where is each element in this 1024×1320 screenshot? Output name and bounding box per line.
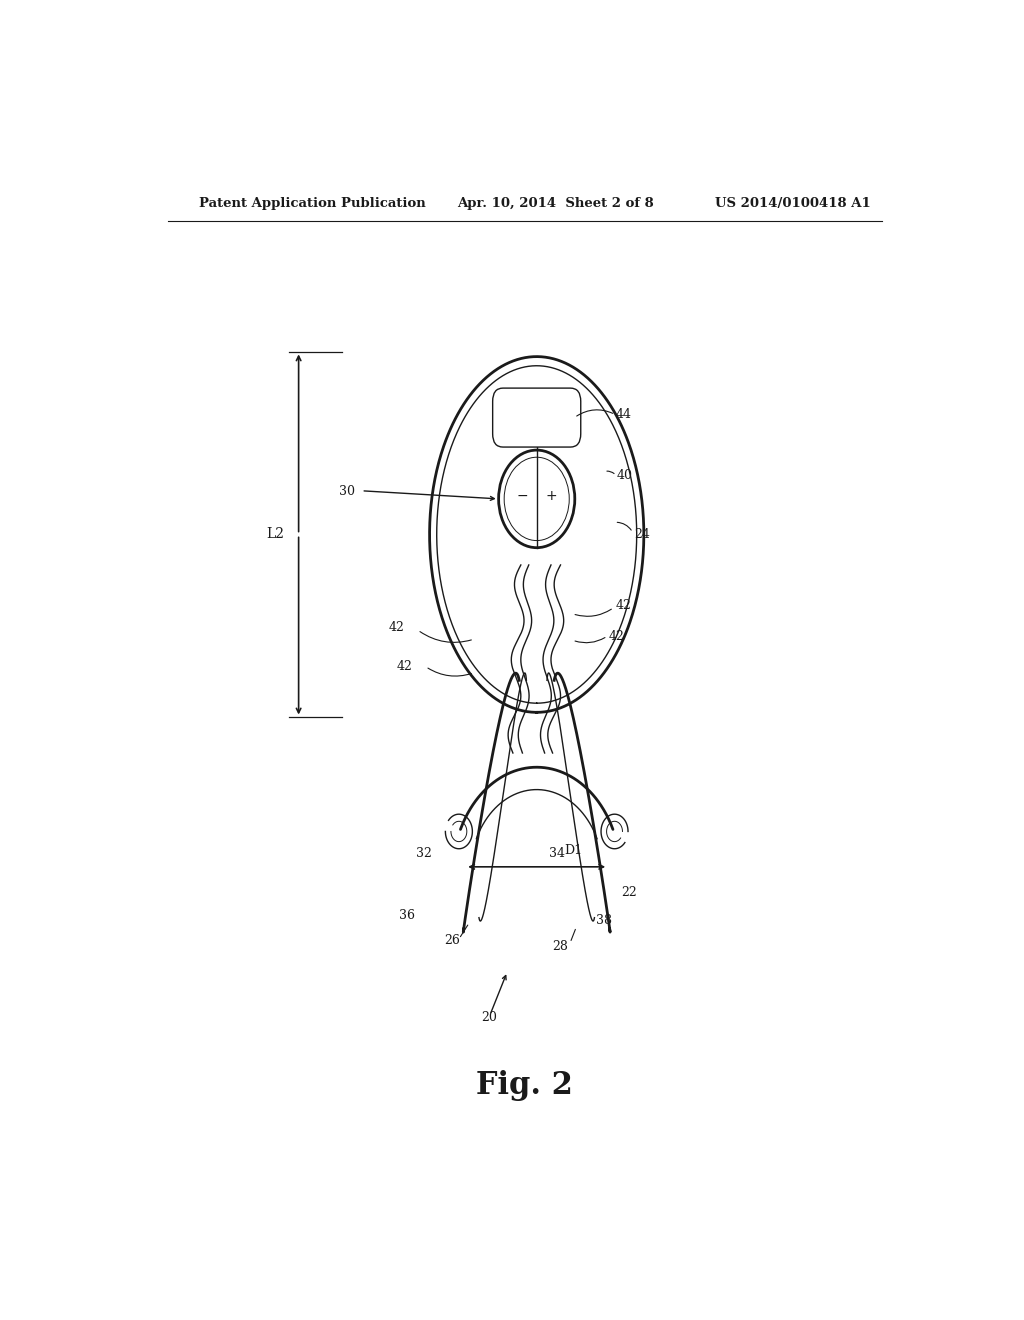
Text: −: − — [516, 488, 528, 503]
Text: Fig. 2: Fig. 2 — [476, 1069, 573, 1101]
Text: D1: D1 — [564, 843, 583, 857]
Text: 38: 38 — [596, 915, 612, 927]
Text: 40: 40 — [616, 469, 633, 482]
Text: Apr. 10, 2014  Sheet 2 of 8: Apr. 10, 2014 Sheet 2 of 8 — [458, 197, 654, 210]
Text: US 2014/0100418 A1: US 2014/0100418 A1 — [715, 197, 871, 210]
Text: 42: 42 — [396, 660, 412, 673]
Text: 26: 26 — [443, 935, 460, 948]
Text: 24: 24 — [634, 528, 650, 541]
Text: 32: 32 — [416, 847, 432, 861]
FancyBboxPatch shape — [493, 388, 581, 447]
Text: 30: 30 — [339, 486, 355, 498]
Text: Patent Application Publication: Patent Application Publication — [200, 197, 426, 210]
Text: 42: 42 — [615, 599, 631, 612]
Text: +: + — [545, 488, 557, 503]
Text: L2: L2 — [266, 528, 284, 541]
Text: 22: 22 — [622, 886, 637, 899]
Text: 44: 44 — [616, 408, 632, 421]
Text: 42: 42 — [609, 630, 625, 643]
Text: 28: 28 — [553, 940, 568, 953]
Text: 36: 36 — [399, 909, 416, 923]
Text: 20: 20 — [481, 1011, 497, 1024]
Text: 42: 42 — [388, 622, 404, 635]
Text: 34: 34 — [549, 847, 564, 861]
